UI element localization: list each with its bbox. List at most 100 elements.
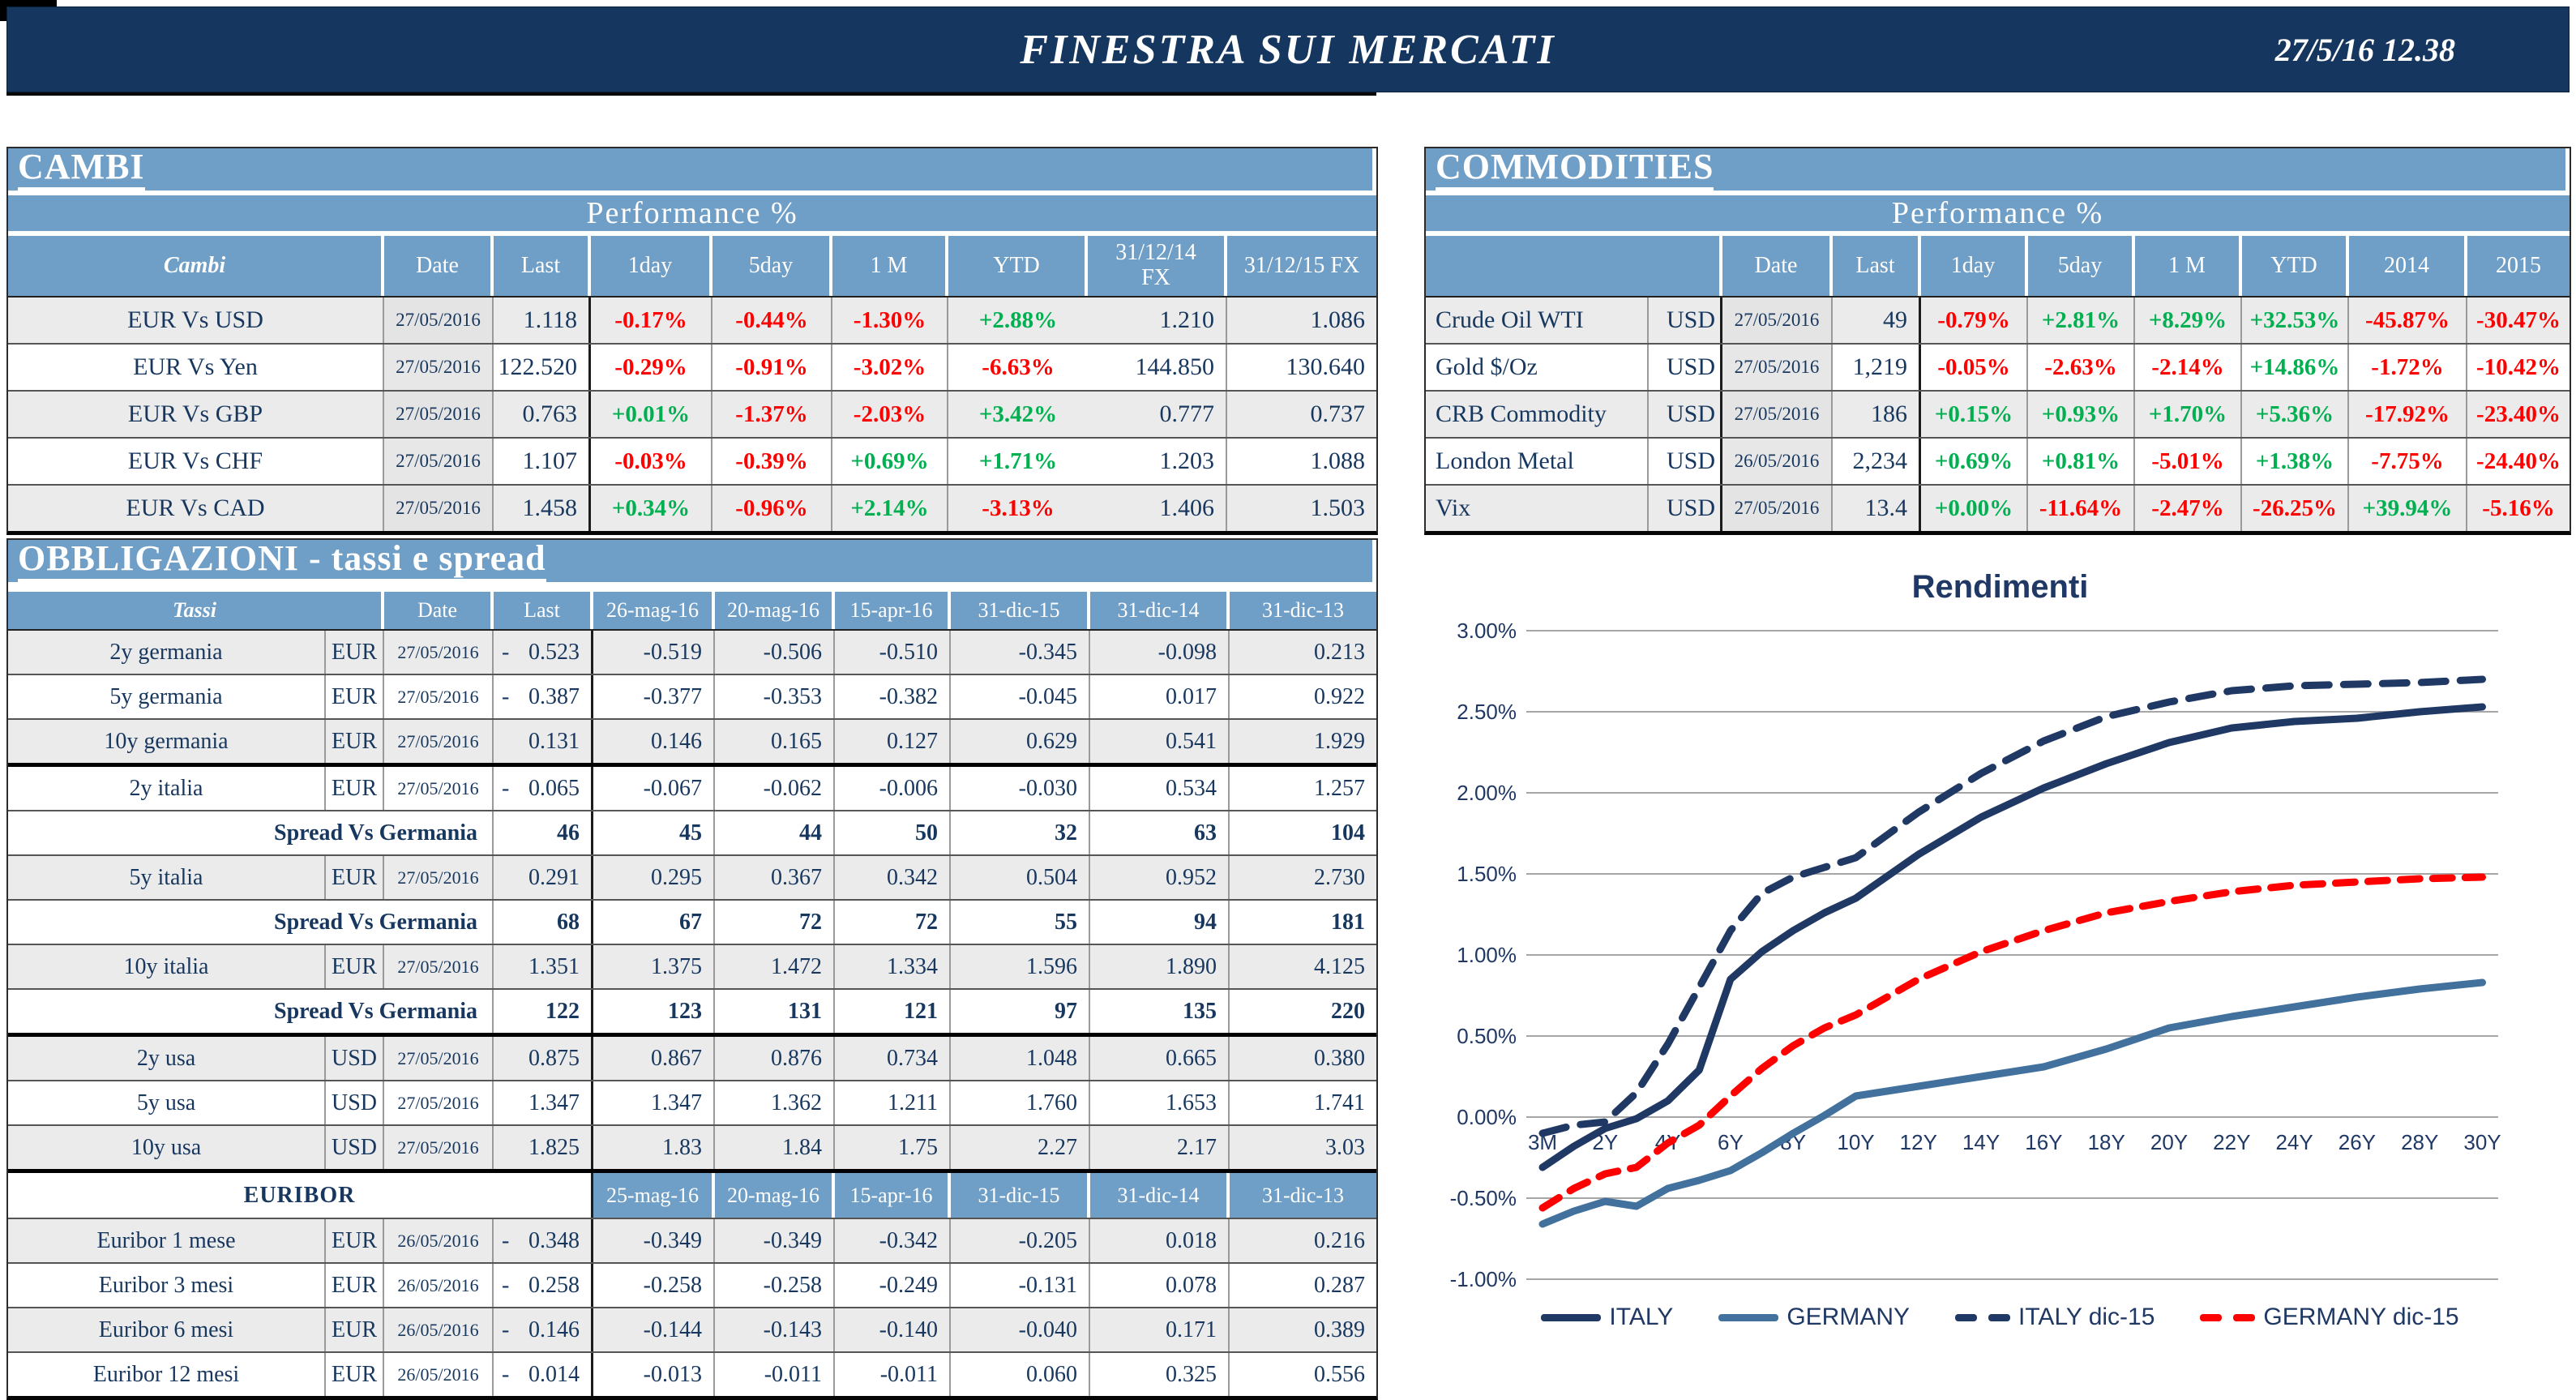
history-value: -0.519 [593,631,715,674]
col-header-2014: 2014 [2349,236,2467,297]
last-value-cell: - 0.348 [494,1219,593,1263]
history-value: 0.287 [1314,1272,1365,1298]
commodity-row: Vix USD 27/05/2016 13.4 +0.00% -11.64% -2.… [1426,486,2570,532]
last-value: 0.014 [528,1361,580,1387]
spread-value: 44 [715,811,835,855]
history-value: 1.741 [1314,1090,1365,1115]
bond-currency: EUR [326,1353,384,1397]
bond-name: Euribor 6 mesi [8,1308,326,1352]
spread-value: 45 [593,811,715,855]
performance-value: -2.14% [2135,345,2242,391]
performance-value: -2.47% [2135,486,2242,532]
performance-value: -0.91% [712,345,832,391]
bond-currency: USD [326,1081,384,1125]
cambi-row: EUR Vs USD 27/05/2016 1.118 -0.17% -0.44%… [8,298,1376,345]
x-axis-label: 16Y [2025,1130,2062,1154]
cambi-column-header-row: Cambi Date Last 1day 5day 1 M YTD 31/12/… [8,236,1376,297]
bond-name: 5y italia [8,856,326,900]
col-header-5day: 5day [2028,236,2135,297]
spread-value: 72 [835,901,951,944]
performance-value: -1.72% [2349,345,2467,391]
euribor-date-header: 20-mag-16 [715,1173,835,1218]
bond-name: 5y usa [8,1081,326,1125]
quote-date: 26/05/2016 [384,1264,494,1308]
last-value: 1.107 [494,439,591,485]
history-value: -0.144 [593,1308,715,1352]
commodity-name: London Metal [1426,439,1649,485]
commodity-currency: USD [1649,439,1722,485]
series-germany [1538,978,2486,1228]
history-value: 1.211 [835,1081,951,1125]
bond-currency: EUR [326,767,384,811]
yield-curve-plot: 3.00% 2.50% 2.00% 1.50% 1.00% 0.50% 0.00% -0.50… [1450,619,2501,1291]
history-value: -0.006 [835,767,951,811]
quote-date: 27/05/2016 [384,486,494,532]
cambi-performance-header: Performance % [8,195,1376,237]
col-header-date: Date [384,592,494,630]
legend-label: ITALY dic-15 [2018,1304,2155,1330]
last-value: 1.458 [494,486,591,532]
commodity-name: Vix [1426,486,1649,532]
performance-value: +0.69% [832,439,948,485]
report-datetime: 27/5/16 12.38 [2274,31,2455,68]
quote-date: 27/05/2016 [1722,486,1833,532]
col-header-1day: 1day [591,236,712,297]
spread-row: Spread Vs Germania 68 67 72 72 55 94 181 [8,901,1376,946]
y-axis-label: 2.00% [1457,781,1517,805]
x-axis-label: 14Y [1962,1130,2000,1154]
performance-value: -5.01% [2135,439,2242,485]
last-value: 122.520 [494,345,591,391]
performance-value: +39.94% [2349,486,2467,532]
euribor-date-header: 15-apr-16 [835,1173,951,1218]
bond-name: 5y germania [8,675,326,719]
performance-value: +0.00% [1921,486,2028,532]
history-value: -0.506 [715,631,835,674]
history-value: -0.377 [593,675,715,719]
y-axis-label: 2.50% [1457,700,1517,724]
bond-name: 10y germania [8,720,326,764]
history-value: 4.125 [1230,945,1376,989]
bond-name: 10y italia [8,945,326,989]
performance-value: -1.37% [712,392,832,438]
currency-pair: EUR Vs CHF [8,439,384,485]
history-value: 1.257 [1314,775,1365,801]
quote-date: 26/05/2016 [1722,439,1833,485]
quote-date: 27/05/2016 [384,439,494,485]
euribor-label: EURIBOR [8,1173,593,1218]
bond-currency: EUR [326,1264,384,1308]
bonds-title-row: OBBLIGAZIONI - tassi e spread [8,540,1376,593]
history-value: -0.205 [951,1219,1090,1263]
y-axis-label: 0.50% [1457,1024,1517,1048]
y-axis-label: 0.00% [1457,1105,1517,1129]
spread-last: 68 [494,901,593,944]
history-value: 1.048 [951,1037,1090,1081]
cambi-row: EUR Vs CHF 27/05/2016 1.107 -0.03% -0.39%… [8,439,1376,486]
euribor-subheader-row: EURIBOR 25-mag-16 20-mag-16 15-apr-16 31-di… [8,1173,1376,1220]
history-value: -0.342 [835,1219,951,1263]
performance-value: -0.39% [712,439,832,485]
series-italy [1538,703,2486,1171]
cambi-row: EUR Vs Yen 27/05/2016 122.520 -0.29% -0.9… [8,345,1376,392]
last-value: 0.523 [528,639,580,665]
cambi-table: CAMBI Performance % Cambi Date Last 1day… [6,147,1378,536]
performance-value: +1.38% [2242,439,2349,485]
bond-rate-row: 2y usa USD 27/05/2016 0.875 0.867 0.876 0.… [8,1037,1376,1082]
y-axis-label: 3.00% [1457,619,1517,643]
quote-date: 27/05/2016 [384,856,494,900]
history-value: -0.030 [951,767,1090,811]
history-value: 0.342 [835,856,951,900]
last-sign: - [502,1227,510,1253]
history-value: -0.140 [835,1308,951,1352]
quote-date: 26/05/2016 [384,1219,494,1263]
history-value: 1.375 [593,945,715,989]
spread-value: 181 [1331,909,1365,935]
last-sign: - [502,1272,510,1298]
history-value: 0.060 [951,1353,1090,1397]
last-value-cell: - 0.014 [494,1353,593,1397]
history-value: 0.165 [715,720,835,764]
history-value: -0.013 [593,1353,715,1397]
history-value: 2.730 [1230,856,1376,900]
commodity-name: Crude Oil WTI [1426,298,1649,344]
bond-rate-row: Euribor 1 mese EUR 26/05/2016 - 0.348 -0… [8,1219,1376,1265]
performance-value: +0.01% [591,392,712,438]
